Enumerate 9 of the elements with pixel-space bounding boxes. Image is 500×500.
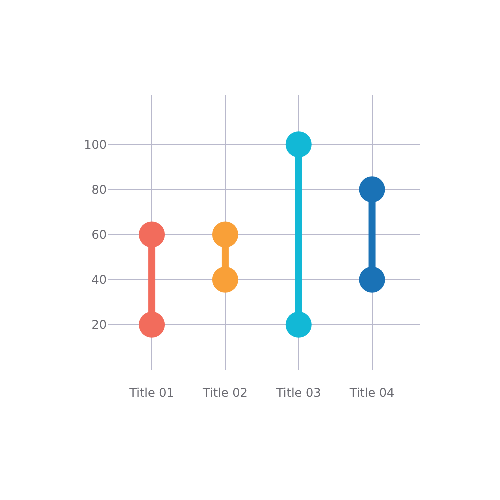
y-tick-label: 80 bbox=[92, 182, 107, 197]
y-tick-label: 100 bbox=[84, 138, 107, 152]
y-tick-label: 60 bbox=[92, 228, 107, 242]
x-tick-label: Title 04 bbox=[348, 386, 395, 400]
x-tick-label: Title 03 bbox=[275, 386, 322, 400]
x-tick-label: Title 02 bbox=[202, 386, 248, 400]
x-tick-label: Title 01 bbox=[128, 386, 174, 400]
y-tick-label: 20 bbox=[92, 318, 107, 332]
y-tick-label: 40 bbox=[92, 273, 107, 288]
